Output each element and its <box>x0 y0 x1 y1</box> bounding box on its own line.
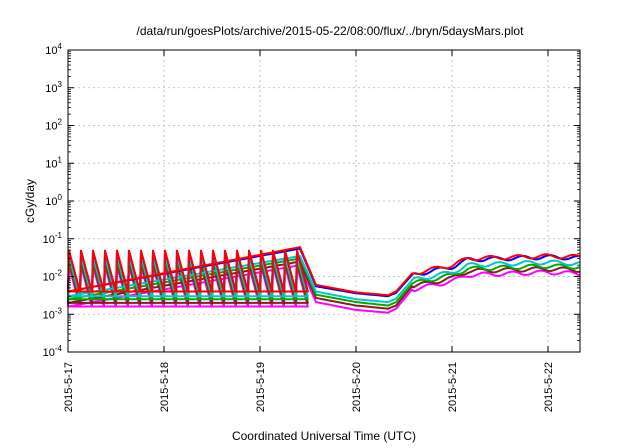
y-tick-label: 10-3 <box>43 306 63 321</box>
x-tick-label: 2015-5-20 <box>351 362 363 412</box>
x-tick-label: 2015-5-18 <box>159 362 171 412</box>
y-tick-label: 10-4 <box>43 344 63 359</box>
series-layer <box>67 246 581 314</box>
y-tick-label: 104 <box>45 42 62 57</box>
x-tick-label: 2015-5-17 <box>63 362 75 412</box>
y-tick-label: 10-2 <box>43 269 63 284</box>
y-tick-label: 100 <box>45 193 62 208</box>
y-tick-label: 102 <box>45 118 62 133</box>
x-tick-label: 2015-5-19 <box>255 362 267 412</box>
chart-title: /data/run/goesPlots/archive/2015-05-22/0… <box>137 24 525 38</box>
y-tick-label: 10-1 <box>43 231 63 246</box>
x-axis-label: Coordinated Universal Time (UTC) <box>232 429 416 443</box>
y-tick-label: 101 <box>45 155 62 170</box>
x-tick-label: 2015-5-21 <box>447 362 459 412</box>
series-line <box>67 246 581 297</box>
tick-layer: 10-4 10-3 10-2 10-1 100 101 102 103 104 2015-5-17… <box>43 42 580 412</box>
y-tick-label: 103 <box>45 80 62 95</box>
y-axis-label: cGy/day <box>23 179 37 223</box>
x-tick-label: 2015-5-22 <box>543 362 555 412</box>
